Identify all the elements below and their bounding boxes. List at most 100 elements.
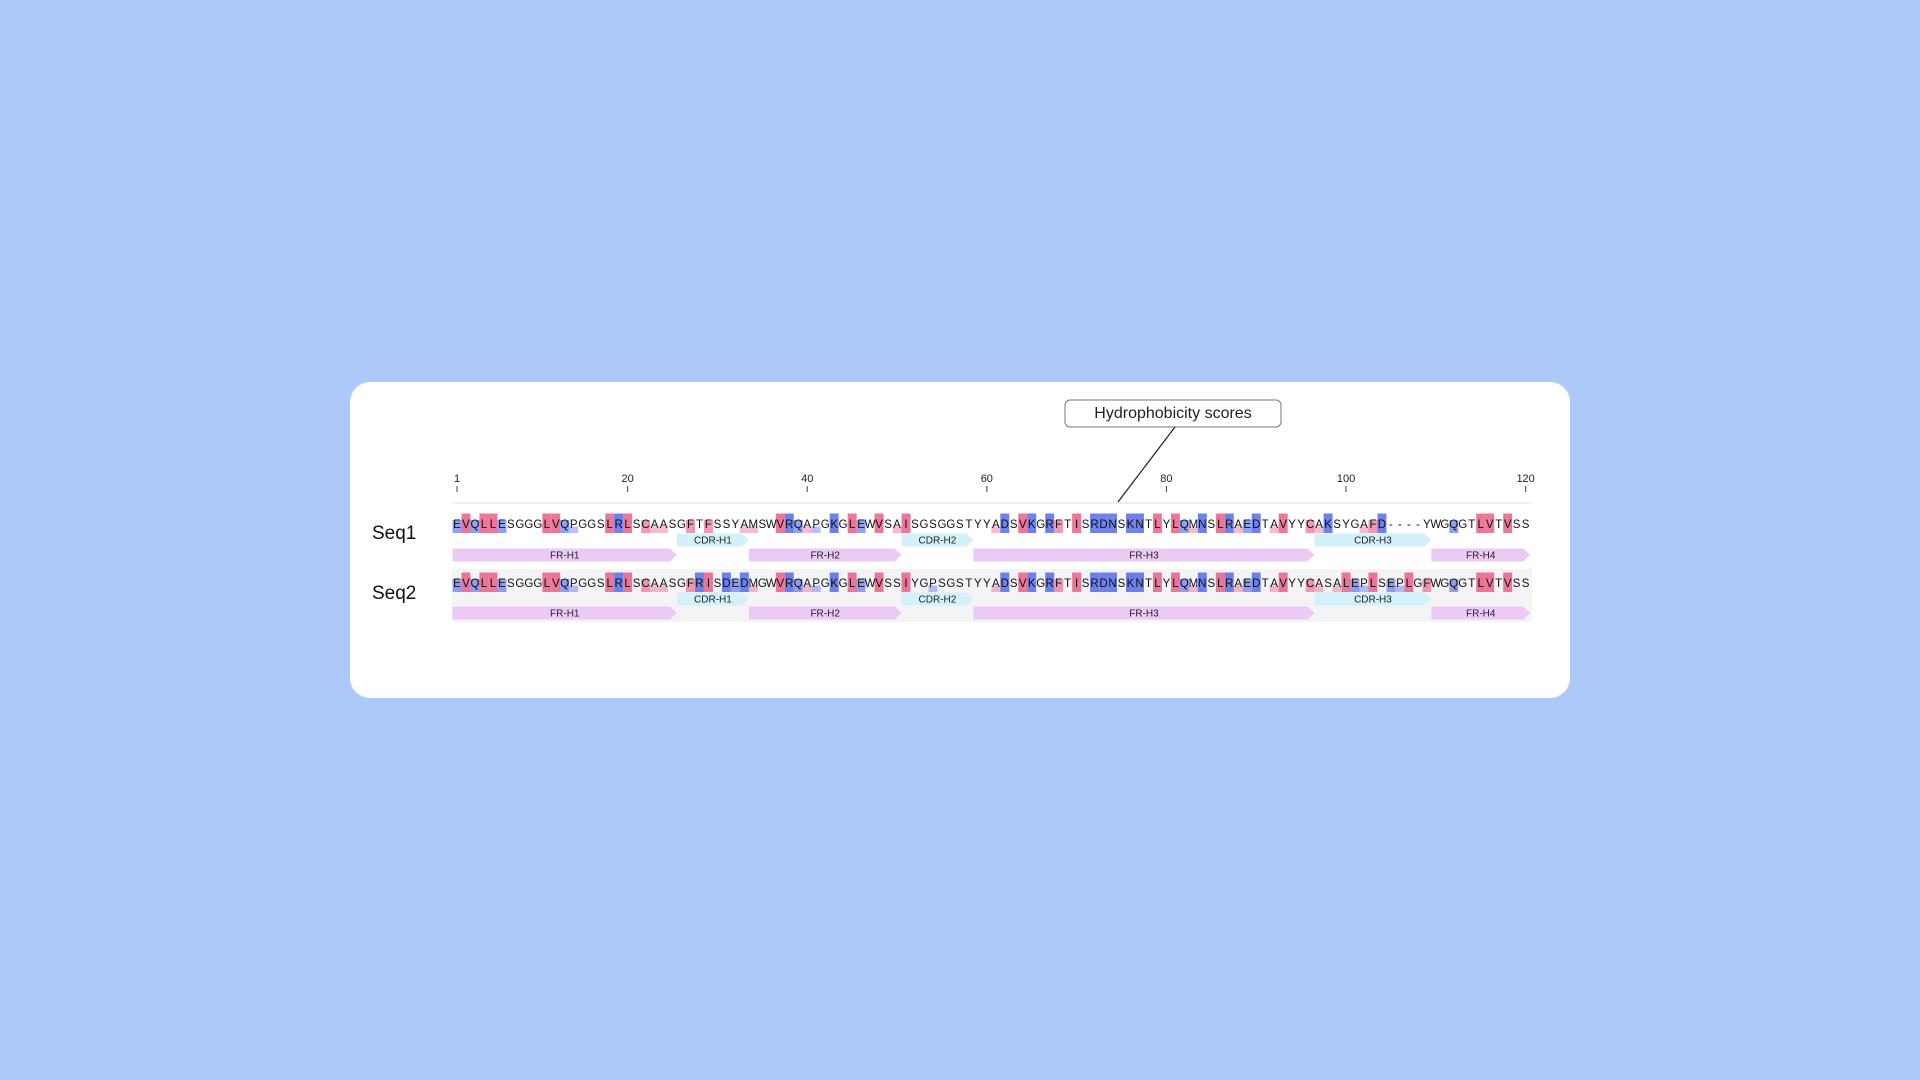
- residue: V: [552, 578, 560, 590]
- hydrophobicity-bar: [1242, 520, 1252, 533]
- residue: A: [660, 578, 668, 590]
- residue: Q: [470, 519, 479, 531]
- residue: Y: [1342, 519, 1350, 531]
- residue: L: [624, 578, 631, 590]
- residue: K: [1028, 578, 1036, 590]
- residue: L: [849, 519, 856, 531]
- hydrophobicity-bar: [847, 572, 857, 592]
- residue: Y: [911, 578, 919, 590]
- residue: V: [875, 578, 883, 590]
- hydrophobicity-bar: [488, 572, 498, 592]
- residue: T: [1064, 578, 1071, 590]
- hydrophobicity-bar: [659, 526, 669, 533]
- residue: G: [946, 519, 955, 531]
- region-label: CDR-H2: [919, 536, 957, 547]
- axis-tick-label: 120: [1516, 473, 1534, 485]
- residue: A: [1270, 519, 1278, 531]
- residue: Y: [1297, 519, 1305, 531]
- residue: D: [1378, 519, 1386, 531]
- residue: L: [606, 578, 613, 590]
- residue: M: [1189, 578, 1199, 590]
- hydrophobicity-bar: [784, 513, 794, 533]
- hydrophobicity-bar: [892, 526, 902, 533]
- hydrophobicity-bar: [1170, 513, 1180, 533]
- hydrophobicity-bar: [685, 520, 695, 533]
- residue: G: [1036, 578, 1045, 590]
- hydrophobicity-bar: [685, 579, 695, 592]
- residue: T: [1495, 519, 1502, 531]
- hydrophobicity-bar: [802, 585, 812, 592]
- hydrophobicity-bar: [1224, 572, 1234, 592]
- hydrophobicity-bar: [470, 579, 480, 592]
- residue: S: [1010, 578, 1018, 590]
- residue: G: [821, 578, 830, 590]
- hydrophobicity-bar: [461, 572, 471, 592]
- residue: K: [1127, 519, 1135, 531]
- residue: Y: [983, 519, 991, 531]
- hydrophobicity-bar: [1027, 572, 1037, 592]
- region-arrow: [677, 533, 749, 547]
- residue: F: [1423, 578, 1430, 590]
- hydrophobicity-bar: [1269, 585, 1279, 592]
- residue: V: [1504, 519, 1512, 531]
- residue: L: [1172, 578, 1179, 590]
- hydrophobicity-bar: [1476, 513, 1486, 533]
- residue: A: [1234, 519, 1242, 531]
- residue: G: [821, 519, 830, 531]
- residue: S: [1207, 578, 1215, 590]
- hydrophobicity-bar: [1018, 513, 1028, 533]
- region-arrow: [973, 606, 1315, 620]
- hydrophobicity-bar: [650, 526, 660, 533]
- residue: A: [651, 519, 659, 531]
- residue: R: [1225, 578, 1233, 590]
- residue: L: [490, 519, 497, 531]
- hydrophobicity-bar: [1341, 572, 1351, 592]
- hydrophobicity-bar: [748, 526, 758, 533]
- residue: S: [1513, 519, 1521, 531]
- region-arrow: [901, 533, 974, 547]
- hydrophobicity-bar: [1404, 572, 1414, 592]
- residue: A: [803, 519, 811, 531]
- region-label: FR-H1: [550, 609, 580, 620]
- hydrophobicity-bar: [650, 585, 660, 592]
- residue: Y: [1163, 578, 1171, 590]
- residue: V: [462, 578, 470, 590]
- residue: E: [453, 519, 461, 531]
- region-label: FR-H4: [1466, 551, 1496, 562]
- hydrophobicity-bar: [775, 513, 785, 533]
- residue: T: [1468, 578, 1475, 590]
- residue: L: [1478, 578, 1485, 590]
- residue: W: [766, 578, 777, 590]
- hydrophobicity-bar: [784, 572, 794, 592]
- hydrophobicity-bar: [811, 585, 821, 592]
- residue: T: [1262, 578, 1269, 590]
- hydrophobicity-bar: [1054, 520, 1064, 533]
- residue: T: [1064, 519, 1071, 531]
- residue: I: [707, 578, 710, 590]
- residue: S: [1378, 578, 1386, 590]
- axis-tick-label: 80: [1160, 473, 1172, 485]
- residue: S: [884, 519, 892, 531]
- hydrophobicity-bar: [1072, 513, 1082, 533]
- residue: A: [992, 578, 1000, 590]
- residue: Q: [1180, 578, 1189, 590]
- hydrophobicity-bar: [1045, 572, 1055, 592]
- residue: C: [1306, 578, 1314, 590]
- residue: K: [830, 519, 838, 531]
- hydrophobicity-bar: [1179, 579, 1189, 592]
- residue: W: [1430, 519, 1441, 531]
- residue: -: [1389, 519, 1393, 531]
- residue: V: [1504, 578, 1512, 590]
- residue: V: [1019, 578, 1027, 590]
- residue: P: [570, 519, 578, 531]
- hydrophobicity-bar: [1108, 513, 1118, 533]
- residue: K: [1127, 578, 1135, 590]
- region-label: FR-H4: [1466, 609, 1496, 620]
- hydrophobicity-bar: [1503, 572, 1513, 592]
- residue: L: [544, 578, 551, 590]
- residue: G: [515, 578, 524, 590]
- residue: V: [1486, 519, 1494, 531]
- residue: F: [1055, 578, 1062, 590]
- hydrophobicity-bar: [551, 572, 561, 592]
